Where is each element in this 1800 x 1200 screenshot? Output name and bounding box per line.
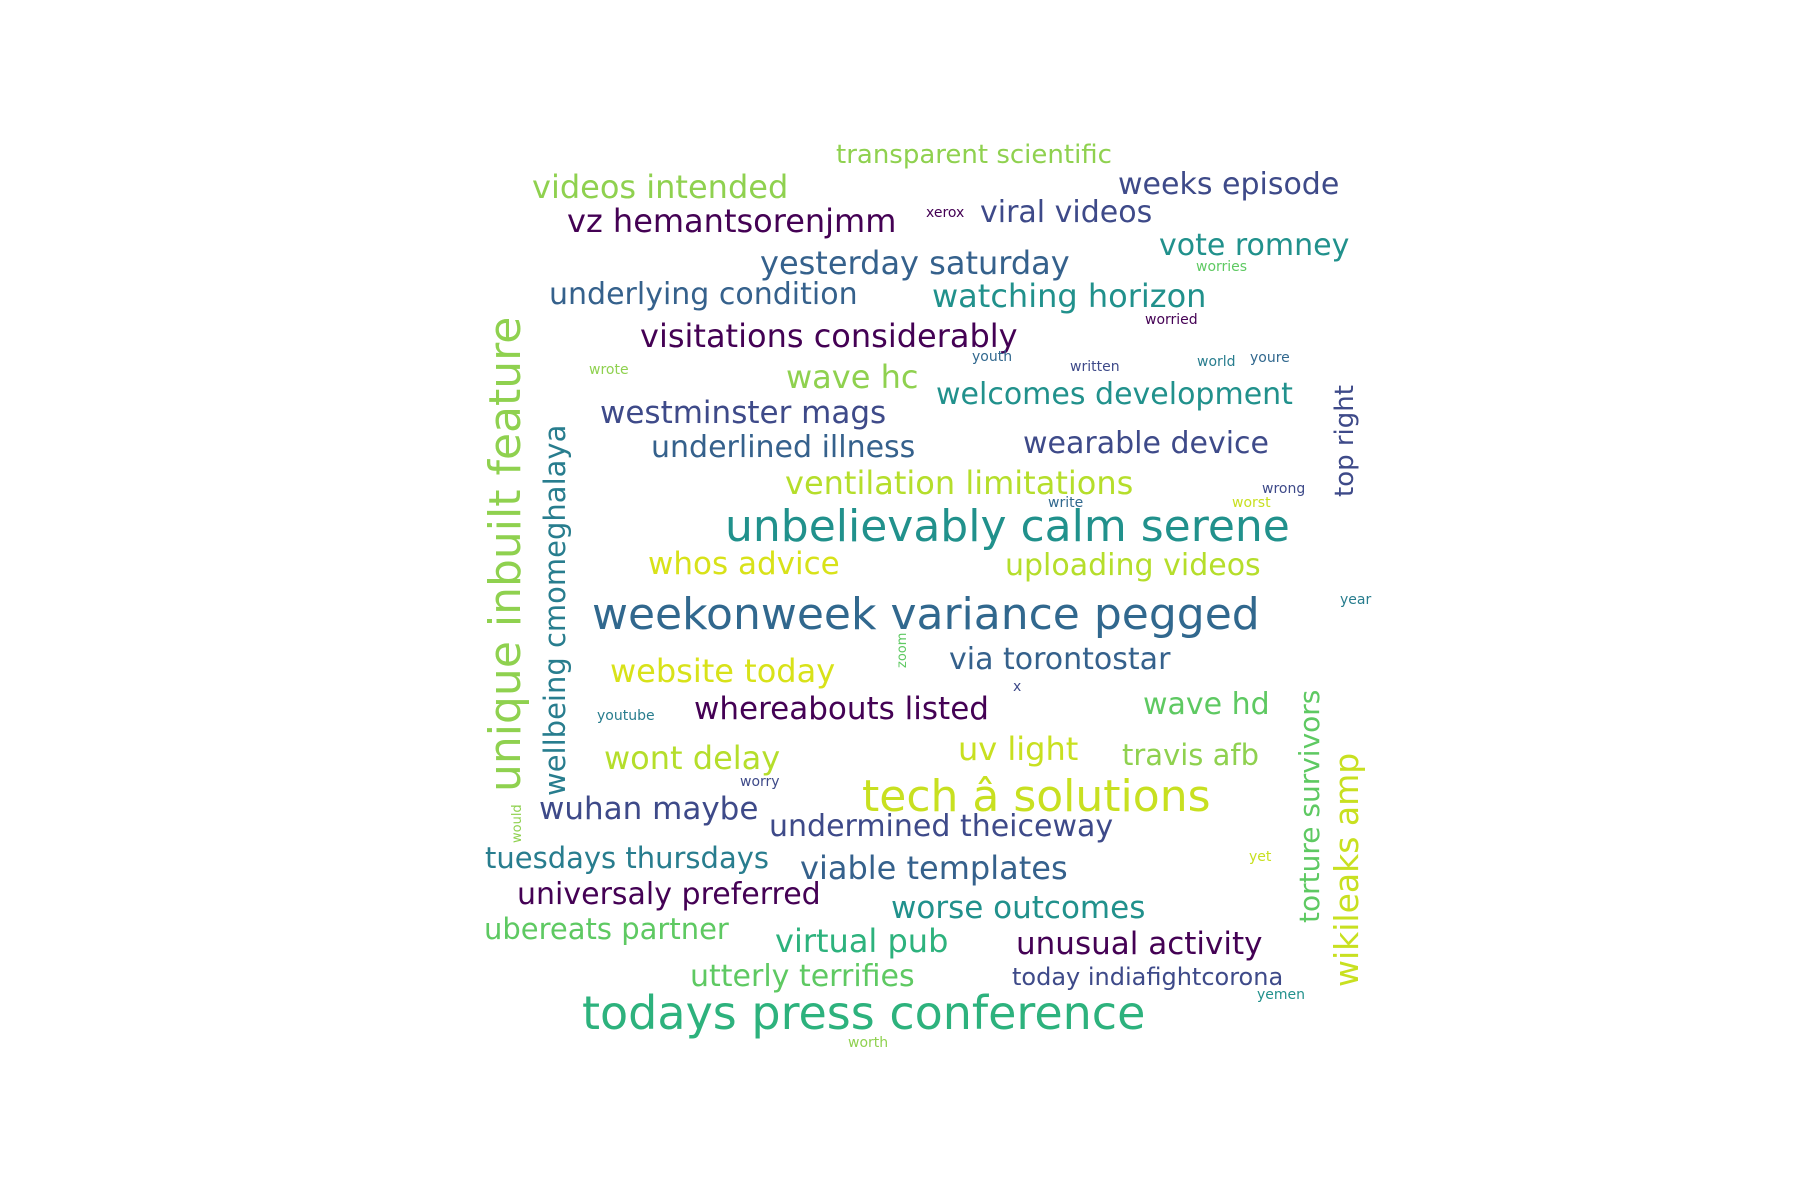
word: would	[510, 804, 525, 843]
word: weeks episode	[1118, 167, 1340, 202]
word: undermined theiceway	[769, 809, 1114, 844]
word: travis afb	[1122, 738, 1259, 772]
word: viral videos	[980, 195, 1153, 230]
word: tech â solutions	[862, 771, 1211, 822]
word: unbelievably calm serene	[725, 501, 1290, 552]
word: wearable device	[1023, 426, 1270, 461]
word: worst	[1232, 495, 1271, 511]
word: youth	[972, 349, 1013, 365]
word: top right	[1330, 385, 1360, 497]
word: videos intended	[532, 168, 789, 206]
word: year	[1340, 592, 1372, 608]
word: youtube	[597, 708, 655, 724]
word: wellbeing cmomeghalaya	[538, 424, 572, 796]
word: worry	[740, 774, 780, 790]
word: ubereats partner	[484, 912, 729, 946]
word: worried	[1145, 312, 1198, 328]
word: torture survivors	[1293, 689, 1326, 923]
word: unusual activity	[1016, 926, 1263, 962]
word: zoom	[895, 632, 910, 668]
word: whos advice	[648, 546, 840, 582]
word: worth	[848, 1035, 889, 1051]
word: x	[1013, 679, 1022, 695]
word: westminster mags	[600, 395, 887, 431]
word: website today	[610, 652, 836, 690]
word: written	[1070, 359, 1120, 375]
word: whereabouts listed	[694, 691, 989, 727]
word: worse outcomes	[891, 890, 1146, 926]
word: wave hc	[786, 358, 919, 396]
word: viable templates	[800, 849, 1068, 887]
word: underlined illness	[651, 430, 916, 465]
word: wrote	[589, 362, 629, 378]
word: weekonweek variance pegged	[592, 589, 1260, 640]
word: yemen	[1257, 987, 1306, 1003]
word: underlying condition	[549, 277, 858, 312]
word: xerox	[926, 205, 965, 221]
word: vz hemantsorenjmm	[567, 202, 897, 240]
word: today indiafightcorona	[1012, 963, 1284, 991]
word: utterly terrifies	[690, 959, 915, 994]
word: wikileaks amp	[1327, 752, 1366, 987]
word: virtual pub	[775, 922, 949, 960]
word: wont delay	[604, 739, 781, 777]
word: uv light	[958, 730, 1079, 768]
word: via torontostar	[949, 642, 1171, 677]
word: todays press conference	[582, 986, 1146, 1040]
word: visitations considerably	[640, 317, 1018, 355]
word: worries	[1196, 259, 1248, 275]
word: tuesdays thursdays	[485, 841, 769, 875]
word: vote romney	[1159, 228, 1350, 263]
word: yesterday saturday	[760, 244, 1070, 282]
word: yet	[1249, 849, 1272, 865]
word: world	[1197, 354, 1236, 370]
word: watching horizon	[932, 277, 1207, 315]
word: wave hd	[1143, 687, 1270, 722]
word: ventilation limitations	[785, 464, 1134, 502]
word: write	[1048, 495, 1084, 511]
word: uploading videos	[1005, 548, 1261, 583]
word: wuhan maybe	[539, 791, 759, 827]
word: wrong	[1262, 481, 1306, 497]
word: youre	[1250, 350, 1290, 366]
word: transparent scientific	[836, 140, 1112, 170]
word: universaly preferred	[517, 877, 821, 912]
word: unique inbuilt feature	[480, 316, 531, 792]
word: welcomes development	[936, 377, 1293, 412]
